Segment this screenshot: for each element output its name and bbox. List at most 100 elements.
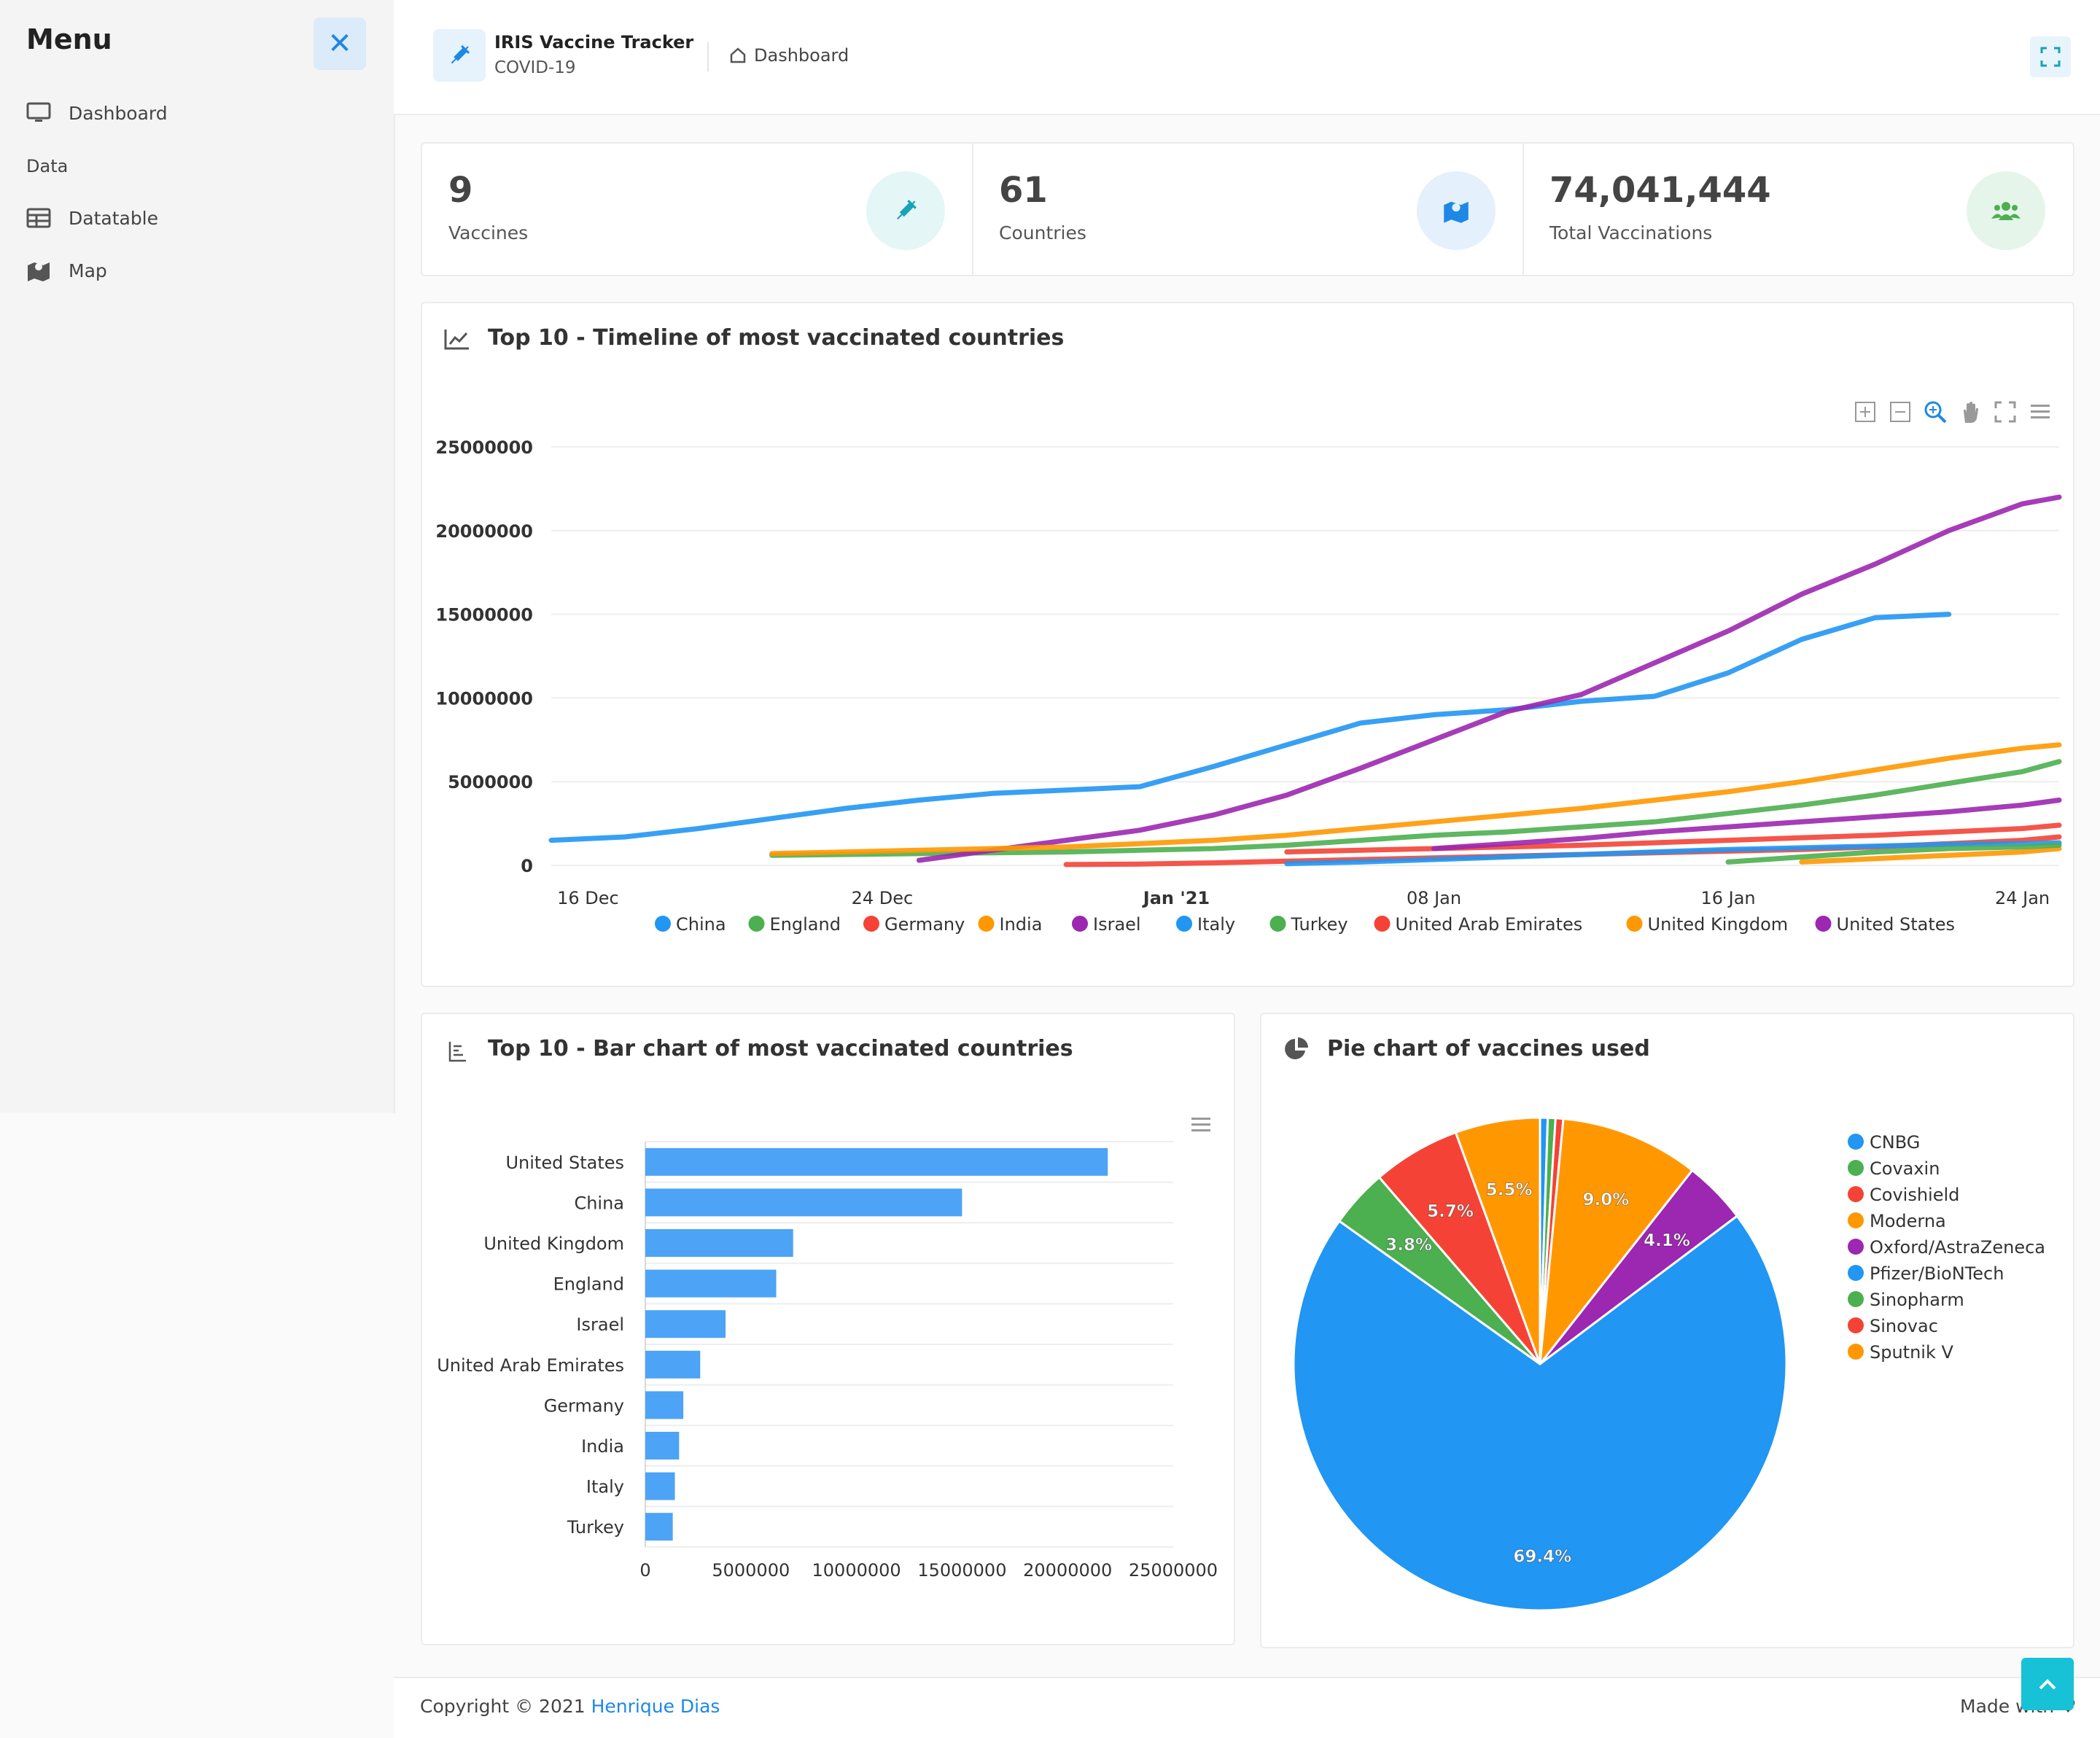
footer: Copyright © 2021 Henrique Dias Made with… bbox=[394, 1677, 2100, 1738]
category-label: United States bbox=[505, 1153, 624, 1173]
pie-chart: 9.0% 4.1% 69.4% 3.8% 5.7% 5.5% CNBG Covaxin Covi… bbox=[1292, 1116, 2045, 1612]
breadcrumb[interactable]: Dashboard bbox=[729, 45, 849, 66]
x-tick-label: 08 Jan bbox=[1407, 888, 1461, 908]
zoom-in-icon[interactable] bbox=[1853, 400, 1878, 424]
x-tick-label: 24 Jan bbox=[1995, 888, 2050, 908]
legend-label: CNBG bbox=[1870, 1132, 1920, 1153]
legend-marker bbox=[1269, 916, 1286, 932]
series-line-israel bbox=[916, 494, 2062, 863]
syringe-icon bbox=[451, 44, 470, 64]
stat-total-icon-wrap bbox=[1967, 171, 2045, 250]
legend-marker bbox=[1815, 916, 1832, 932]
legend-label: Moderna bbox=[1870, 1211, 1946, 1231]
x-tick-label: 16 Dec bbox=[557, 888, 619, 908]
stats-card: 9 Vaccines 61 Countries 74,041,444 Total… bbox=[421, 142, 2074, 276]
legend-marker bbox=[748, 916, 765, 932]
legend-marker bbox=[978, 916, 995, 932]
legend-marker bbox=[1374, 916, 1391, 932]
zoom-out-icon[interactable] bbox=[1888, 400, 1913, 424]
series-line-india bbox=[1799, 846, 2062, 865]
category-label: Germany bbox=[544, 1395, 624, 1416]
close-icon: ✕ bbox=[327, 27, 352, 61]
users-icon bbox=[1991, 202, 2021, 220]
pie-data-label: 5.7% bbox=[1427, 1202, 1474, 1221]
x-tick-label: 5000000 bbox=[712, 1560, 790, 1581]
series-line-united-arab-emirates bbox=[1284, 822, 2062, 855]
menu-icon[interactable] bbox=[2028, 400, 2053, 424]
legend-marker bbox=[1848, 1239, 1864, 1255]
series-line-italy bbox=[1284, 840, 2062, 867]
fullscreen-button[interactable] bbox=[2030, 36, 2071, 77]
bar-turkey bbox=[645, 1513, 673, 1541]
expand-icon bbox=[2040, 47, 2061, 67]
legend-marker bbox=[1072, 916, 1088, 932]
pan-icon[interactable] bbox=[1958, 400, 1983, 424]
series-line-china bbox=[548, 612, 1952, 843]
author-link[interactable]: Henrique Dias bbox=[591, 1696, 720, 1717]
close-sidebar-button[interactable]: ✕ bbox=[314, 17, 366, 70]
x-tick-label: 25000000 bbox=[1129, 1560, 1218, 1581]
bar-united-kingdom bbox=[645, 1229, 793, 1257]
x-tick-label: 0 bbox=[639, 1560, 650, 1581]
legend-label: Sinopharm bbox=[1870, 1290, 1964, 1310]
pie-card: Pie chart of vaccines used 9.0% 4.1% 69.4%… bbox=[1260, 1013, 2074, 1648]
selection-zoom-icon[interactable] bbox=[1923, 400, 1948, 424]
map-icon bbox=[28, 262, 50, 281]
top-bar: IRIS Vaccine Tracker COVID-19 Dashboard bbox=[394, 0, 2100, 115]
x-tick-label: 16 Jan bbox=[1700, 888, 1755, 908]
app-logo bbox=[433, 29, 486, 82]
menu-icon[interactable] bbox=[1190, 1114, 1212, 1136]
legend-label: United States bbox=[1837, 914, 1956, 935]
legend-label: Turkey bbox=[1291, 914, 1348, 935]
pie-slice-pfizer-biontech bbox=[1292, 1214, 1788, 1612]
copyright: Copyright © 2021 Henrique Dias bbox=[420, 1696, 720, 1717]
bar-card: Top 10 - Bar chart of most vaccinated co… bbox=[421, 1013, 1235, 1645]
sidebar-item-datatable[interactable]: Datatable bbox=[26, 203, 158, 233]
back-to-top-button[interactable] bbox=[2021, 1658, 2074, 1710]
stats-divider bbox=[1522, 144, 1524, 275]
pie-chart-icon bbox=[1285, 1037, 1308, 1059]
series-line-england bbox=[769, 759, 2062, 858]
legend-label: Pfizer/BioNTech bbox=[1870, 1263, 2004, 1284]
category-label: England bbox=[553, 1274, 624, 1295]
sidebar-item-label: Map bbox=[69, 260, 107, 281]
x-tick-label: 10000000 bbox=[812, 1560, 901, 1581]
y-tick-label: 0 bbox=[521, 856, 533, 876]
series-line-united-kingdom bbox=[769, 742, 2062, 857]
legend-marker bbox=[1848, 1134, 1864, 1150]
copyright-text: Copyright © 2021 bbox=[420, 1696, 591, 1717]
y-tick-label: 25000000 bbox=[435, 437, 533, 458]
series-line-united-states bbox=[1431, 798, 2062, 852]
bar-israel bbox=[645, 1310, 726, 1338]
legend-label: India bbox=[1000, 914, 1043, 935]
sidebar-item-dashboard[interactable]: Dashboard bbox=[26, 98, 168, 128]
legend-label: Oxford/AstraZeneca bbox=[1870, 1237, 2045, 1258]
syringe-icon bbox=[897, 200, 917, 219]
legend-label: Sinovac bbox=[1870, 1316, 1938, 1336]
legend-label: China bbox=[676, 914, 726, 935]
series-line-turkey bbox=[1725, 842, 2062, 865]
stats-divider bbox=[972, 144, 973, 275]
legend-marker bbox=[1848, 1317, 1864, 1333]
map-marker-icon bbox=[1444, 201, 1469, 223]
legend-marker bbox=[1848, 1186, 1864, 1202]
category-label: United Kingdom bbox=[483, 1234, 624, 1254]
home-icon bbox=[730, 47, 746, 63]
legend-label: Covishield bbox=[1870, 1185, 1959, 1205]
reset-zoom-icon[interactable] bbox=[1993, 400, 2018, 424]
category-label: India bbox=[581, 1436, 624, 1457]
pie-slice-moderna bbox=[1539, 1117, 1695, 1368]
legend-marker bbox=[1848, 1344, 1864, 1360]
table-icon bbox=[26, 208, 51, 228]
header-divider bbox=[707, 42, 709, 71]
pie-data-label: 5.5% bbox=[1486, 1180, 1533, 1199]
stat-vaccines-value: 9 bbox=[448, 170, 473, 211]
stat-total-value: 74,041,444 bbox=[1549, 170, 1771, 211]
sidebar-item-label: Datatable bbox=[69, 207, 159, 229]
sidebar-item-map[interactable]: Map bbox=[26, 256, 107, 285]
sidebar-title: Menu bbox=[26, 23, 112, 55]
breadcrumb-label: Dashboard bbox=[754, 45, 849, 66]
y-tick-label: 15000000 bbox=[435, 605, 533, 626]
pie-slice-sputnik-v bbox=[1454, 1116, 1541, 1365]
bar-china bbox=[645, 1188, 962, 1217]
